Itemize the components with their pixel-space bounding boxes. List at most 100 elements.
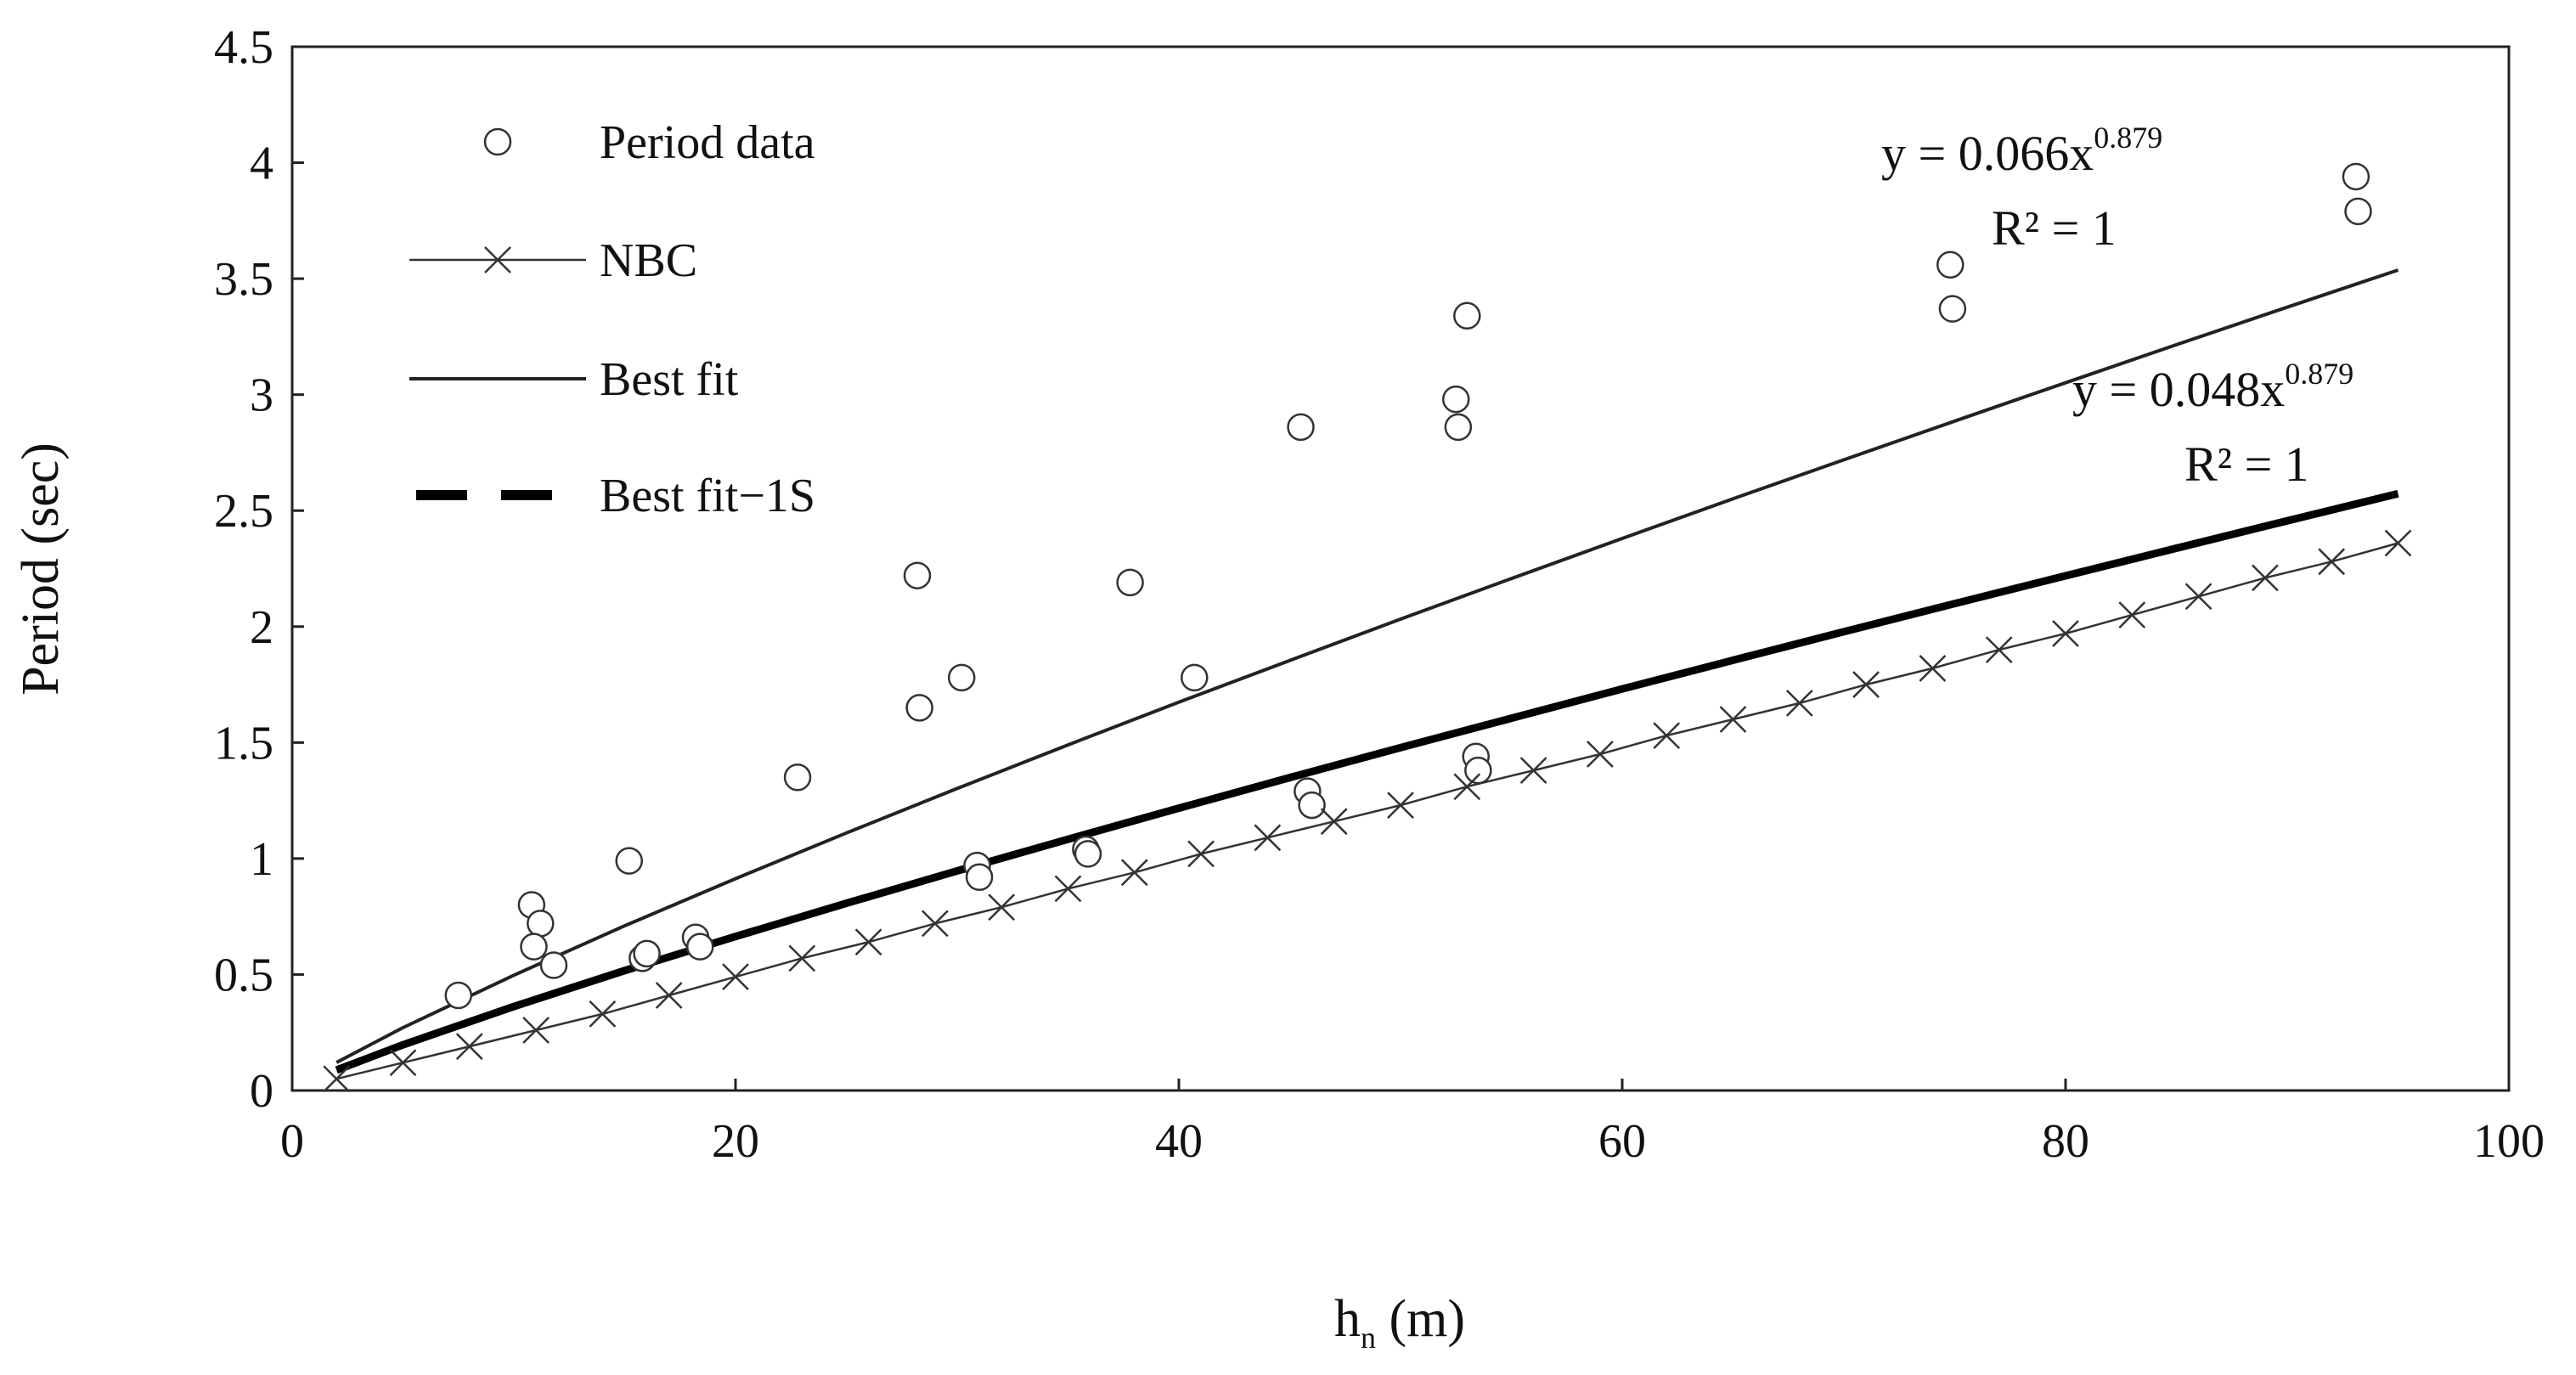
nbc-point-stroke-b (1387, 792, 1414, 819)
nbc-point-stroke-b (1519, 757, 1547, 784)
nbc-point-stroke-b (922, 910, 949, 938)
series-line-1 (335, 542, 2398, 1080)
plot-area (290, 45, 2511, 1092)
nbc-point (1320, 808, 1348, 836)
nbc-point-stroke-b (1587, 741, 1614, 768)
x-axis-title-subscript: n (1361, 1321, 1376, 1355)
y-tick-label: 2.5 (214, 485, 273, 538)
x-axis-title: hn (m) (1334, 1290, 1465, 1355)
nbc-point-stroke-b (455, 1033, 483, 1060)
data-point (1074, 840, 1102, 868)
nbc-point (1653, 722, 1681, 750)
nbc-point-stroke-b (2252, 564, 2279, 592)
legend-label: Period data (600, 116, 815, 169)
y-tick-label: 1.5 (214, 717, 273, 769)
nbc-point (522, 1017, 550, 1044)
nbc-point-stroke-b (1785, 690, 1813, 717)
nbc-point-stroke-b (1187, 840, 1215, 868)
x-axis-title-unit: (m) (1376, 1290, 1465, 1348)
data-point (1453, 301, 1481, 330)
nbc-point (2384, 529, 2412, 557)
data-point (783, 764, 812, 792)
data-point (615, 847, 643, 875)
nbc-point-stroke-b (1254, 824, 1282, 852)
data-point (1181, 663, 1209, 692)
equation-exponent: 0.879 (2285, 357, 2353, 391)
series-line-2 (335, 268, 2399, 1064)
data-point (1116, 568, 1144, 597)
y-tick-label: 3 (250, 369, 273, 422)
nbc-point-stroke-b (2052, 620, 2079, 647)
nbc-point-stroke-b (2384, 529, 2412, 557)
legend-marker-circle (483, 127, 512, 156)
nbc-point (1919, 655, 1947, 682)
nbc-point (722, 963, 749, 991)
nbc-point (1587, 741, 1614, 768)
nbc-point (2318, 548, 2346, 576)
nbc-point-stroke-b (323, 1065, 351, 1093)
nbc-point-stroke-b (1719, 706, 1747, 733)
nbc-point (389, 1049, 417, 1077)
nbc-point (988, 893, 1016, 921)
nbc-point (2184, 583, 2212, 611)
nbc-point (589, 1000, 617, 1028)
x-tick-label: 0 (280, 1115, 304, 1168)
x-axis-ticks: 0 20 40 60 80 100 (280, 1079, 2545, 1168)
nbc-point (854, 928, 882, 956)
trendline-equation: y = 0.066x0.879 (1881, 121, 2162, 181)
y-axis-title: Period (sec) (12, 442, 70, 696)
nbc-point-stroke-b (1653, 722, 1681, 750)
nbc-point-stroke-b (988, 893, 1016, 921)
y-tick-label: 0 (250, 1065, 273, 1118)
data-point (1936, 251, 1964, 279)
nbc-point-stroke-b (1320, 808, 1348, 836)
nbc-point (2052, 620, 2079, 647)
nbc-point-stroke-b (522, 1017, 550, 1044)
data-point (905, 694, 933, 722)
nbc-point-stroke-b (655, 982, 683, 1009)
nbc-point (1852, 671, 1880, 698)
nbc-point-stroke-b (788, 944, 816, 972)
nbc-point-stroke-b (1054, 875, 1082, 903)
nbc-point (455, 1033, 483, 1060)
series-markers (323, 162, 2412, 1093)
y-axis-ticks: 0 0.5 1 1.5 2 2.5 3 3.5 4 4.5 (214, 21, 304, 1118)
x-axis-title-base: h (1334, 1290, 1361, 1348)
nbc-point (1254, 824, 1282, 852)
nbc-point (655, 982, 683, 1009)
y-tick-label: 1 (250, 833, 273, 886)
nbc-point-stroke-b (722, 963, 749, 991)
nbc-point-stroke-b (2184, 583, 2212, 611)
nbc-point-stroke-b (589, 1000, 617, 1028)
nbc-point (2118, 601, 2146, 629)
nbc-point-stroke-b (2318, 548, 2346, 576)
nbc-point (1785, 690, 1813, 717)
nbc-point-stroke-b (854, 928, 882, 956)
data-point (527, 910, 555, 938)
data-point (1464, 756, 1492, 785)
equation-exponent: 0.879 (2094, 121, 2162, 155)
data-point (633, 939, 661, 968)
data-point (2342, 162, 2370, 191)
nbc-point (1519, 757, 1547, 784)
nbc-point (2252, 564, 2279, 592)
legend-item: Best fit (409, 353, 739, 406)
data-point (2344, 197, 2372, 226)
data-point (539, 951, 568, 979)
legend-marker-x (484, 246, 511, 273)
nbc-point-stroke-b (1985, 636, 2013, 663)
nbc-point (1054, 875, 1082, 903)
y-tick-label: 0.5 (214, 949, 273, 1001)
data-point (903, 561, 932, 589)
y-tick-label: 3.5 (214, 253, 273, 306)
legend-label: Best fit (600, 353, 739, 406)
data-point (1287, 413, 1315, 442)
legend-label: NBC (600, 234, 697, 287)
x-tick-label: 40 (1155, 1115, 1203, 1168)
data-point (444, 981, 472, 1010)
x-tick-label: 100 (2473, 1115, 2545, 1168)
nbc-point (1387, 792, 1414, 819)
data-point (1444, 413, 1473, 442)
data-point (1938, 295, 1967, 323)
legend: Period data NBC Best fit Best fit−1S (409, 116, 815, 522)
